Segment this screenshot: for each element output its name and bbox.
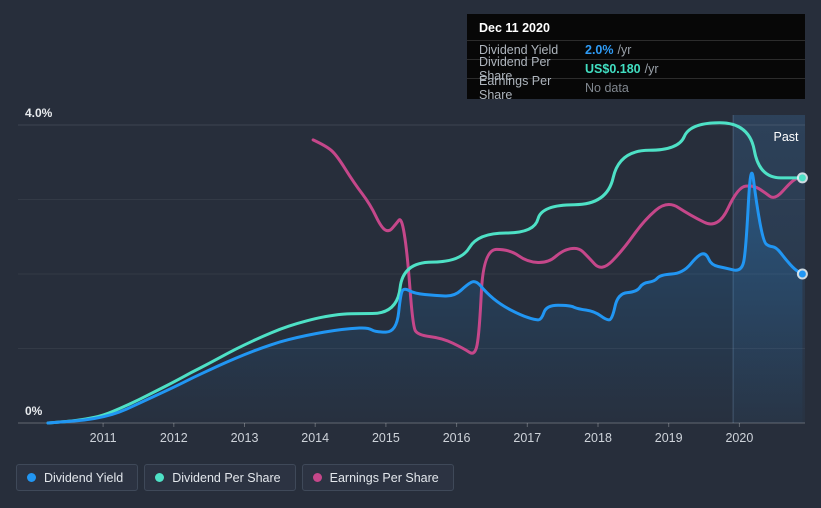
dividend-yield-dot-icon <box>27 473 36 482</box>
legend-label: Dividend Per Share <box>172 470 281 485</box>
dividend-per-share-endpoint-dot[interactable] <box>798 174 806 182</box>
tooltip-value-suffix: /yr <box>644 62 659 76</box>
tooltip-label: Dividend Per Share <box>479 55 551 83</box>
legend-label: Earnings Per Share <box>329 470 439 485</box>
tooltip-row-earnings-per-share: Earnings Per Share No data <box>467 74 805 102</box>
x-axis-label: 2015 <box>372 431 400 445</box>
legend-item-earnings-per-share[interactable]: Earnings Per Share <box>301 464 454 491</box>
dividend-yield-endpoint-dot[interactable] <box>798 270 806 278</box>
dividend-yield-line[interactable] <box>46 171 804 425</box>
x-axis-label: 2018 <box>584 431 612 445</box>
chart-tooltip: Dec 11 2020 Dividend Yield 2.0% /yr Divi… <box>467 14 805 102</box>
tooltip-row-dividend-yield: Dividend Yield 2.0% /yr <box>467 40 805 59</box>
x-axis-label: 2011 <box>90 431 117 445</box>
tooltip-row-dividend-per-share: Dividend Per Share US$0.180 /yr <box>467 55 805 83</box>
x-axis-label: 2016 <box>443 431 471 445</box>
earnings-per-share-line[interactable] <box>311 138 799 355</box>
x-axis-label: 2017 <box>513 431 541 445</box>
chart-legend: Dividend Yield Dividend Per Share Earnin… <box>16 464 454 491</box>
chart-plot-area[interactable]: 2011 2012 2013 2014 2015 2016 2017 2018 2019 2020… <box>0 0 821 460</box>
dividend-yield-area <box>48 173 803 423</box>
tooltip-label: Earnings Per Share <box>479 74 552 102</box>
tooltip-date: Dec 11 2020 <box>479 21 550 35</box>
x-axis-label: 2020 <box>725 431 753 445</box>
legend-item-dividend-per-share[interactable]: Dividend Per Share <box>144 464 296 491</box>
tooltip-value-suffix: /yr <box>617 43 632 57</box>
tooltip-value: US$0.180 <box>585 62 641 76</box>
tooltip-label: Dividend Yield <box>479 43 559 57</box>
legend-item-dividend-yield[interactable]: Dividend Yield <box>16 464 139 491</box>
x-axis-label: 2014 <box>301 431 329 445</box>
dividend-per-share-line[interactable] <box>46 121 804 425</box>
x-axis-label: 2012 <box>160 431 188 445</box>
tooltip-value: 2.0% <box>585 43 614 57</box>
x-axis-label: 2019 <box>655 431 683 445</box>
y-axis-label: 0% <box>25 404 43 418</box>
tooltip-value: No data <box>585 81 629 95</box>
dividend-per-share-dot-icon <box>155 473 165 482</box>
earnings-per-share-dot-icon <box>312 473 322 482</box>
x-axis-label: 2013 <box>231 431 259 445</box>
legend-label: Dividend Yield <box>44 470 124 485</box>
past-label: Past <box>773 130 799 144</box>
y-axis-label: 4.0% <box>25 106 53 120</box>
